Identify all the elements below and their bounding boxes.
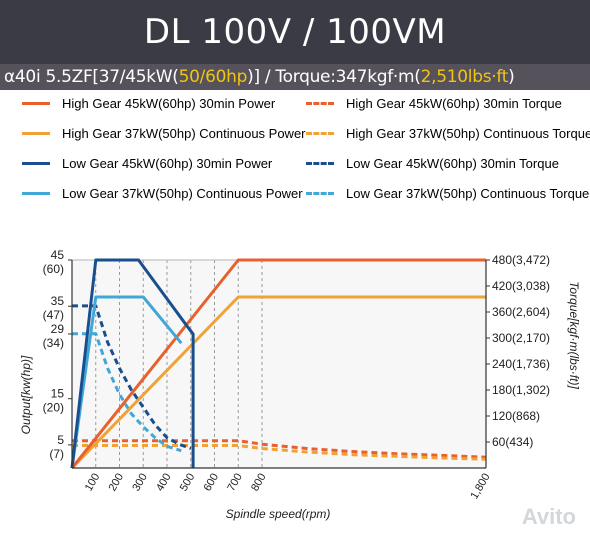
x-tick-label: 300 [130, 472, 150, 494]
legend-label-high-37-power: High Gear 37kW(50hp) Continuous Power [62, 126, 306, 141]
y-left-tick-hp: (47) [43, 308, 64, 322]
spec-mid: )] / Torque:347kgf·m( [247, 67, 421, 87]
y-right-tick-label: 480(3,472) [492, 253, 550, 267]
legend-swatch-low-45-power [22, 162, 50, 165]
x-axis-label: Spindle speed(rpm) [226, 507, 331, 521]
series-line-5 [72, 444, 487, 461]
spec-lbs: 2,510lbs·ft [420, 67, 509, 87]
x-tick-label: 500 [178, 472, 198, 494]
series-line-4 [72, 439, 487, 459]
spec-subtitle: α40i 5.5ZF[37/45kW(50/60hp)] / Torque:34… [0, 64, 590, 90]
y-left-tick-kw: 29 [51, 322, 65, 336]
legend-label-high-45-power: High Gear 45kW(60hp) 30min Power [62, 96, 276, 111]
y-left-tick-kw: 5 [57, 433, 64, 447]
y-right-tick-label: 420(3,038) [492, 279, 550, 293]
y-right-tick-label: 240(1,736) [492, 357, 550, 371]
x-tick-label: 200 [107, 472, 127, 494]
series-line-3 [70, 295, 183, 469]
y-left-tick-hp: (34) [43, 336, 64, 350]
y-left-tick-hp: (60) [43, 262, 64, 276]
legend-label-high-37-torque: High Gear 37kW(50hp) Continuous Torque [346, 126, 590, 141]
chart-title: DL 100V / 100VM [0, 0, 590, 64]
legend-swatch-low-37-power [22, 192, 50, 195]
y-right-tick-label: 180(1,302) [492, 383, 550, 397]
y-axis-left-label: Output[kw(hp)] [19, 355, 33, 434]
y-left-tick-kw: 15 [51, 387, 65, 401]
plot-area [72, 260, 486, 468]
y-right-tick-label: 300(2,170) [492, 331, 550, 345]
y-left-tick-kw: 45 [51, 248, 65, 262]
series-line-7 [72, 332, 182, 453]
y-left-tick-hp: (7) [49, 447, 64, 461]
chart-legend: High Gear 45kW(60hp) 30min Power High Ge… [0, 90, 590, 220]
spec-prefix: α40i 5.5ZF[37/45kW( [4, 67, 179, 87]
legend-item-low-45-power: Low Gear 45kW(60hp) 30min Power [22, 156, 272, 171]
legend-swatch-high-37-power [22, 132, 50, 135]
series-line-1 [70, 295, 486, 470]
watermark-logo: Avito [521, 504, 576, 529]
y-left-tick-hp: (20) [43, 401, 64, 415]
x-tick-label: 700 [225, 472, 245, 494]
y-right-tick-label: 120(868) [492, 409, 540, 423]
legend-label-low-37-torque: Low Gear 37kW(50hp) Continuous Torque [346, 186, 590, 201]
legend-item-low-45-torque: Low Gear 45kW(60hp) 30min Torque [306, 156, 559, 171]
legend-swatch-high-45-power [22, 102, 50, 105]
spec-suffix: ) [508, 67, 515, 87]
series-line-2 [70, 258, 195, 469]
legend-swatch-high-45-torque [306, 102, 334, 105]
spec-hp: 50/60hp [178, 67, 248, 87]
x-tick-label: 400 [154, 472, 174, 494]
x-tick-label: 600 [202, 472, 222, 494]
series-line-0 [70, 258, 486, 469]
y-left-tick-kw: 35 [51, 294, 65, 308]
chart-title-text: DL 100V / 100VM [143, 12, 447, 52]
legend-item-high-45-power: High Gear 45kW(60hp) 30min Power [22, 96, 275, 111]
series-line-6 [72, 304, 192, 450]
y-axis-right-label: Torque[kgf·m(lbs·ft)] [567, 281, 581, 389]
legend-label-low-45-power: Low Gear 45kW(60hp) 30min Power [62, 156, 273, 171]
x-tick-label: 100 [83, 472, 103, 494]
y-right-tick-label: 360(2,604) [492, 305, 550, 319]
legend-swatch-high-37-torque [306, 132, 334, 135]
chart-grid [72, 259, 487, 468]
legend-item-high-37-torque: High Gear 37kW(50hp) Continuous Torque [306, 126, 590, 141]
legend-label-low-37-power: Low Gear 37kW(50hp) Continuous Power [62, 186, 303, 201]
legend-swatch-low-45-torque [306, 162, 334, 165]
x-tick-label: 1,800 [468, 472, 492, 502]
legend-item-high-37-power: High Gear 37kW(50hp) Continuous Power [22, 126, 306, 141]
x-tick-label: 800 [249, 472, 269, 494]
y-right-tick-label: 60(434) [492, 435, 533, 449]
legend-swatch-low-37-torque [306, 192, 334, 195]
legend-item-low-37-power: Low Gear 37kW(50hp) Continuous Power [22, 186, 303, 201]
legend-item-high-45-torque: High Gear 45kW(60hp) 30min Torque [306, 96, 562, 111]
legend-label-low-45-torque: Low Gear 45kW(60hp) 30min Torque [346, 156, 559, 171]
chart-series [70, 258, 487, 470]
power-torque-chart: 100 200 300 400 500 600 700 800 1,800 45(60) 35(47… [19, 248, 581, 521]
legend-label-high-45-torque: High Gear 45kW(60hp) 30min Torque [346, 96, 562, 111]
legend-item-low-37-torque: Low Gear 37kW(50hp) Continuous Torque [306, 186, 589, 201]
